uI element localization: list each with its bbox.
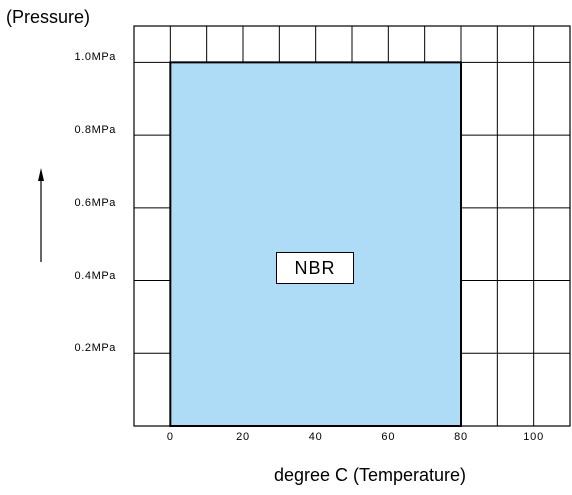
y-tick-label: 0.2MPa xyxy=(74,342,116,355)
x-tick-label: 60 xyxy=(381,431,396,443)
y-tick-label: 0.6MPa xyxy=(74,196,116,209)
plot-frame xyxy=(133,25,571,427)
pressure-arrow-icon xyxy=(38,168,44,262)
frame xyxy=(133,25,571,427)
x-tick-label: 0 xyxy=(166,431,174,443)
x-tick-label: 20 xyxy=(236,431,250,443)
y-tick-label: 0.4MPa xyxy=(74,269,116,282)
x-tick-label: 40 xyxy=(308,431,323,443)
x-tick-label: 100 xyxy=(523,431,545,443)
region-label: NBR xyxy=(276,252,354,284)
x-tick-label: 80 xyxy=(454,431,468,443)
y-tick-label: 0.8MPa xyxy=(74,124,116,137)
region-layer xyxy=(169,61,462,427)
x-axis-title: degree C (Temperature) xyxy=(273,465,467,485)
region-nbr xyxy=(169,61,462,427)
y-tick-label: 1.0MPa xyxy=(74,51,116,64)
y-axis-title: (Pressure) xyxy=(6,7,91,27)
